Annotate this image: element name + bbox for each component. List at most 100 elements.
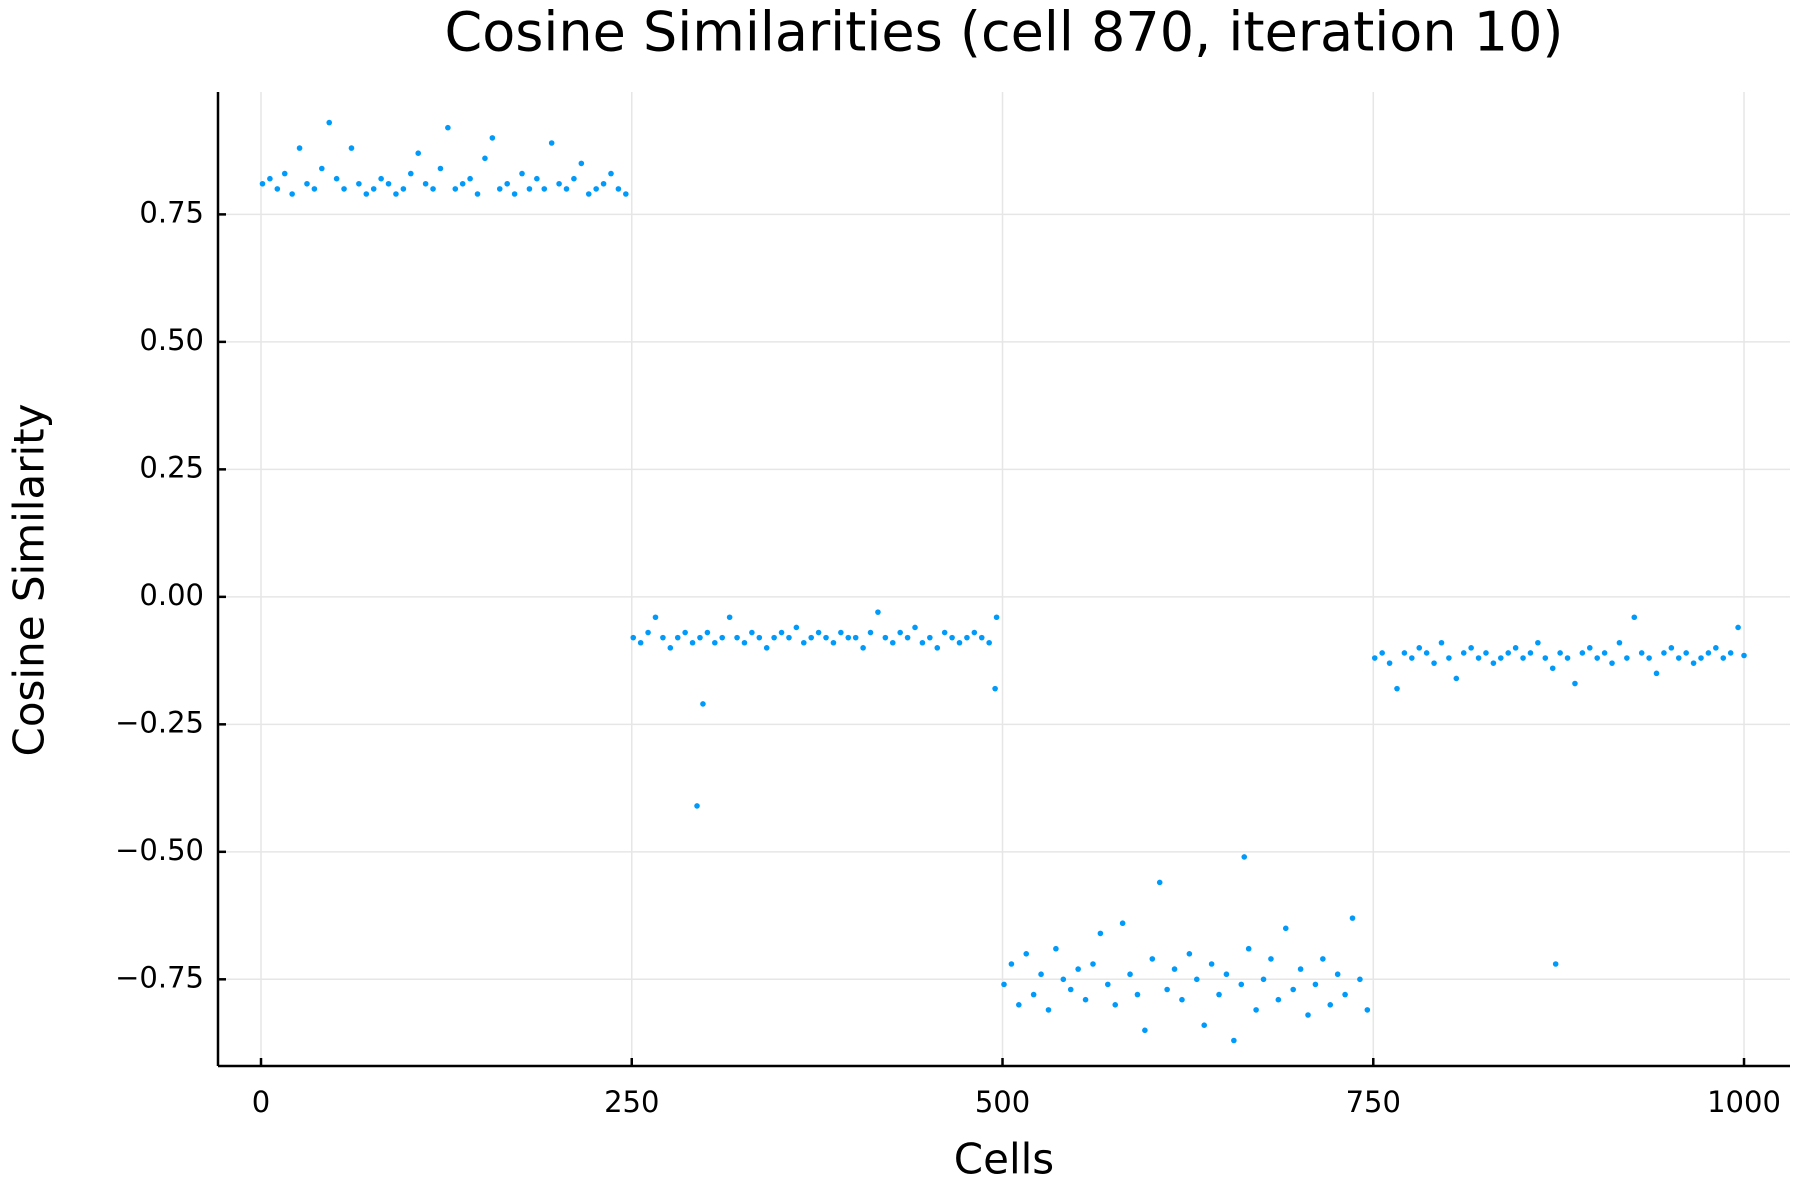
x-tick-label: 250 [604, 1085, 659, 1119]
point [274, 186, 281, 192]
point [1741, 652, 1747, 659]
point [563, 186, 570, 192]
point [1638, 650, 1645, 656]
point [348, 145, 355, 151]
point [808, 634, 815, 641]
point [823, 634, 829, 641]
point [1357, 976, 1363, 983]
point [912, 624, 918, 631]
y-tick-label: −0.25 [115, 705, 204, 739]
point [370, 186, 377, 192]
point [1001, 981, 1007, 988]
point [1552, 961, 1559, 967]
point [304, 180, 310, 187]
point [1164, 986, 1170, 993]
point [1401, 650, 1408, 656]
point [1446, 655, 1452, 661]
point [1498, 655, 1504, 661]
point [830, 639, 837, 646]
point [919, 639, 926, 646]
point [1334, 971, 1341, 978]
point [860, 645, 866, 651]
point [763, 645, 770, 651]
point [897, 629, 903, 636]
point [726, 614, 733, 621]
point [1075, 966, 1081, 972]
point [1231, 1037, 1237, 1044]
point [1305, 1012, 1311, 1018]
point [749, 629, 755, 636]
point [1668, 645, 1675, 651]
point [1720, 655, 1727, 661]
point [630, 634, 637, 641]
x-tick-label: 1000 [1707, 1085, 1781, 1119]
point [1386, 660, 1393, 666]
point [407, 170, 414, 177]
chart-title: Cosine Similarities (cell 870, iteration… [445, 1, 1564, 64]
point [1416, 645, 1423, 651]
point [578, 160, 585, 167]
point [585, 191, 592, 197]
point [1241, 854, 1248, 860]
point [623, 191, 629, 197]
point [1616, 639, 1623, 646]
point [800, 639, 807, 646]
point [267, 175, 273, 182]
point [1238, 981, 1245, 988]
point [1030, 991, 1037, 998]
point [1646, 655, 1652, 661]
point [971, 629, 978, 636]
y-tick-label: −0.50 [115, 833, 204, 867]
point [548, 140, 555, 146]
point [1142, 1027, 1148, 1034]
point [1713, 645, 1719, 651]
point [593, 186, 599, 192]
point [296, 145, 303, 151]
point [422, 180, 429, 187]
y-tick-label: −0.75 [115, 960, 204, 994]
point [385, 180, 392, 187]
y-tick-label: 0.00 [139, 578, 204, 612]
point [1527, 650, 1534, 656]
point [1475, 655, 1482, 661]
point [637, 639, 644, 646]
point [1675, 655, 1682, 661]
point [1683, 650, 1689, 656]
point [904, 634, 911, 641]
point [1008, 961, 1015, 967]
point [845, 634, 852, 641]
point [700, 701, 706, 707]
point [704, 629, 711, 636]
point [415, 150, 422, 156]
point [1631, 614, 1638, 621]
point [993, 614, 1000, 621]
point [1201, 1022, 1208, 1029]
point [786, 634, 792, 641]
point [1127, 971, 1133, 978]
point [992, 685, 998, 692]
point [1223, 971, 1230, 978]
point [1579, 650, 1586, 656]
point [511, 191, 518, 197]
point [467, 175, 473, 182]
point [489, 135, 496, 141]
point [1431, 660, 1437, 666]
point [289, 191, 295, 197]
point [1601, 650, 1608, 656]
point [437, 165, 444, 172]
point [978, 634, 985, 641]
point [1705, 650, 1712, 656]
point [1038, 971, 1044, 978]
point [875, 609, 881, 615]
point [1624, 655, 1630, 661]
point [815, 629, 822, 636]
point [694, 803, 700, 809]
point [311, 186, 318, 192]
point [1275, 996, 1282, 1003]
point [600, 180, 607, 187]
point [1060, 976, 1067, 983]
point [1661, 650, 1667, 656]
point [674, 634, 681, 641]
point [934, 645, 941, 651]
